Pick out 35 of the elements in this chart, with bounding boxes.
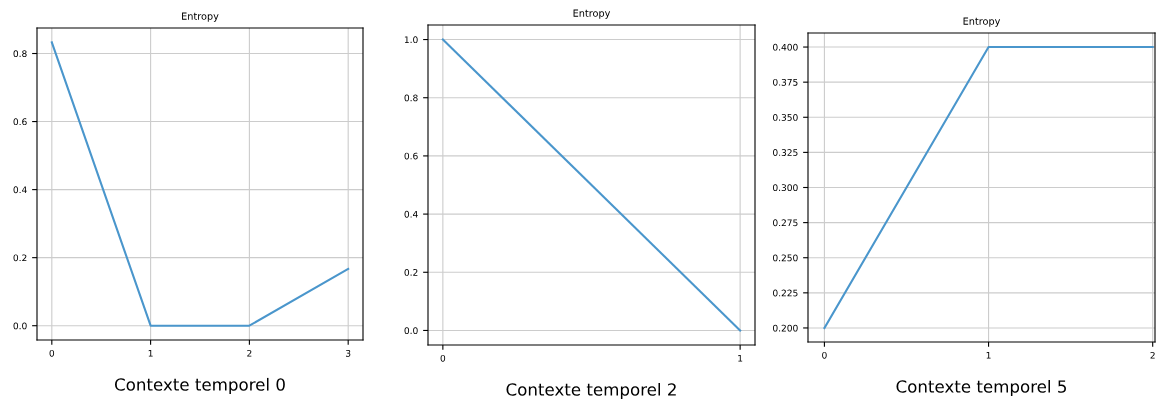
x-tick-label: 0 [49,349,55,357]
y-tick-label: 0.0 [13,322,27,330]
y-tick-label: 0.375 [773,78,798,86]
x-tick-label: 0 [440,354,446,362]
y-tick-label: 0.8 [13,50,27,58]
x-axis-title: Contexte temporel 0 [114,377,285,395]
y-tick-label: 0.325 [773,149,798,156]
chart-title: Entropy [573,9,611,19]
y-tick-label: 0.225 [773,289,798,297]
x-tick-label: 3 [346,349,351,357]
x-tick-label: 2 [1150,351,1155,359]
y-tick-label: 0.8 [404,94,418,102]
y-tick-label: 0.200 [773,324,798,332]
y-tick-label: 0.300 [773,184,798,192]
y-tick-label: 0.400 [773,43,798,51]
x-axis-title: Contexte temporel 5 [896,379,1066,397]
y-tick-label: 0.2 [404,269,418,276]
x-axis-title: Contexte temporel 2 [506,382,676,400]
x-tick-label: 1 [738,355,743,362]
y-tick-label: 0.275 [773,219,798,227]
y-tick-label: 0.6 [13,118,27,126]
x-tick-label: 1 [986,352,991,359]
x-tick-label: 1 [148,350,153,357]
y-tick-label: 0.6 [404,152,418,160]
y-tick-label: 0.4 [13,186,27,194]
y-tick-label: 0.2 [13,254,27,262]
x-tick-label: 0 [822,351,827,359]
chart-title: Entropy [963,17,1001,27]
y-tick-label: 0.350 [773,114,798,121]
y-tick-label: 0.250 [773,254,798,262]
y-tick-label: 0.4 [404,210,418,218]
y-tick-label: 0.0 [404,327,418,335]
chart-title: Entropy [182,12,219,22]
y-tick-label: 1.0 [404,36,418,44]
x-tick-label: 2 [247,349,252,357]
